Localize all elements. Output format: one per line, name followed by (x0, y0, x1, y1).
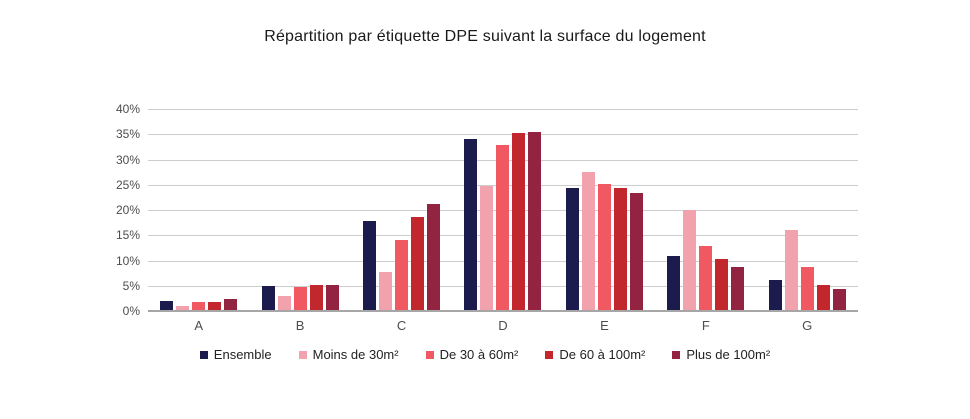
bar-e-de-30-a-60m (597, 183, 611, 311)
x-tick-a: A (194, 318, 204, 333)
legend-swatch-de-30-a-60m (425, 350, 434, 359)
x-axis-line (148, 310, 858, 312)
legend-label: Moins de 30m² (312, 347, 399, 362)
bar-b-de-30-a-60m (293, 287, 307, 311)
bar-c-de-30-a-60m (395, 240, 409, 311)
y-tick-15: 15% (115, 228, 140, 243)
bar-a-de-60-a-100m (208, 301, 222, 311)
bar-a-moins-de-30m (176, 306, 190, 311)
bar-b-plus-de-100m (325, 285, 339, 311)
bar-e-moins-de-30m (581, 171, 595, 311)
bar-group-a (148, 109, 249, 311)
bar-d-de-60-a-100m (512, 133, 526, 311)
legend-label: De 60 à 100m² (559, 347, 646, 362)
legend-swatch-de-60-a-100m (545, 350, 554, 359)
bar-group-c (351, 109, 452, 311)
bar-group-g (757, 109, 858, 311)
bar-d-moins-de-30m (480, 185, 494, 311)
bar-c-ensemble (363, 220, 377, 311)
legend-swatch-moins-de-30m (298, 350, 307, 359)
y-tick-10: 10% (115, 253, 140, 268)
bar-f-ensemble (667, 256, 681, 311)
plot-area: 40% 35% 30% 25% 20% 15% 10% 5% 0% A B C D E F G (116, 102, 858, 333)
x-axis-labels: A B C D E F G (148, 318, 858, 333)
y-tick-25: 25% (115, 177, 140, 192)
x-tick-f: F (701, 318, 710, 333)
legend-item-plus-de-100m: Plus de 100m² (672, 347, 770, 362)
bar-g-plus-de-100m (832, 288, 846, 311)
bar-g-moins-de-30m (784, 230, 798, 311)
legend-swatch-ensemble (199, 350, 208, 359)
legend-item-de-30-a-60m: De 30 à 60m² (425, 347, 519, 362)
bar-b-de-60-a-100m (309, 285, 323, 311)
bar-b-moins-de-30m (277, 295, 291, 311)
y-tick-30: 30% (115, 152, 140, 167)
bar-group-f (655, 109, 756, 311)
y-tick-35: 35% (115, 127, 140, 142)
bar-d-plus-de-100m (528, 132, 542, 311)
legend-swatch-plus-de-100m (672, 350, 681, 359)
bar-g-ensemble (768, 280, 782, 311)
bar-b-ensemble (261, 286, 275, 311)
bar-groups (148, 109, 858, 311)
y-tick-20: 20% (115, 203, 140, 217)
bar-group-b (249, 109, 350, 311)
bar-group-d (452, 109, 553, 311)
bar-group-e (554, 109, 655, 311)
gridline-35 (148, 134, 858, 136)
bar-c-plus-de-100m (427, 204, 441, 311)
bar-g-de-30-a-60m (800, 267, 814, 311)
bar-f-moins-de-30m (683, 210, 697, 311)
legend-label: Plus de 100m² (686, 347, 771, 362)
y-tick-5: 5% (122, 278, 140, 293)
x-tick-g: G (802, 318, 813, 333)
x-tick-c: C (396, 318, 407, 333)
bar-c-de-60-a-100m (411, 217, 425, 311)
bar-f-plus-de-100m (731, 266, 745, 311)
legend-label: Ensemble (213, 347, 272, 362)
bar-a-de-30-a-60m (192, 302, 206, 311)
bar-d-de-30-a-60m (496, 145, 510, 311)
gridline-40 (148, 109, 858, 110)
legend-item-de-60-a-100m: De 60 à 100m² (545, 347, 645, 362)
bar-d-ensemble (464, 138, 478, 311)
bar-g-de-60-a-100m (816, 285, 830, 311)
bar-e-de-60-a-100m (613, 187, 627, 311)
bar-a-plus-de-100m (224, 299, 238, 311)
x-tick-d: D (498, 318, 508, 333)
bar-e-plus-de-100m (629, 192, 643, 311)
legend: Ensemble Moins de 30m² De 30 à 60m² De 60 à… (0, 347, 970, 362)
x-tick-b: B (295, 318, 305, 333)
y-tick-0: 0% (122, 304, 140, 318)
bar-e-ensemble (565, 187, 579, 311)
x-tick-e: E (600, 318, 609, 333)
bar-f-de-30-a-60m (699, 246, 713, 311)
bar-f-de-60-a-100m (715, 259, 729, 311)
y-tick-40: 40% (115, 102, 140, 116)
legend-label: De 30 à 60m² (439, 347, 519, 362)
bar-c-moins-de-30m (379, 271, 393, 311)
chart-title: Répartition par étiquette DPE suivant la… (264, 28, 706, 45)
legend-item-ensemble: Ensemble (199, 347, 272, 362)
bar-a-ensemble (160, 300, 174, 311)
legend-item-moins-de-30m: Moins de 30m² (298, 347, 399, 362)
